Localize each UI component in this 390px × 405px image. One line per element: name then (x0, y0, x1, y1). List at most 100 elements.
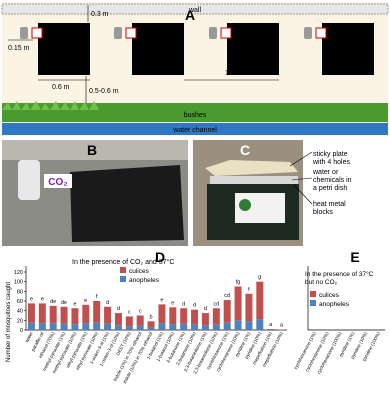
logo (239, 199, 251, 211)
bar-segment (39, 303, 46, 323)
metal-blocks (210, 176, 298, 184)
significance-letter: cd (224, 293, 230, 299)
significance-letter: cd (213, 301, 219, 307)
significance-letter: e (73, 301, 76, 307)
bar-segment (82, 323, 89, 330)
bar-segment (82, 305, 89, 323)
significance-letter: e (171, 300, 174, 306)
x-tick-label: mepefluthrin (10%) (261, 331, 284, 368)
bar-segment (28, 323, 35, 330)
bar-segment (148, 321, 155, 327)
y-tick-label: 100 (14, 280, 23, 286)
significance-letter: de (50, 299, 56, 305)
annotation: with 4 holes (312, 159, 350, 166)
y-axis-label: Number of mosquitoes caught (6, 282, 12, 362)
y-tick-label: 80 (17, 289, 23, 295)
bar-segment (158, 323, 165, 330)
bar-segment (202, 325, 209, 330)
bar-segment (104, 307, 111, 324)
significance-letter: d (117, 306, 120, 312)
significance-letter: d (204, 306, 207, 312)
square (227, 23, 279, 75)
legend-label: culices (319, 292, 340, 299)
annotation: heat metal (313, 201, 346, 208)
legend-label: culices (129, 268, 150, 275)
bar-segment (169, 307, 176, 324)
bar-segment (213, 308, 220, 324)
bushes-label: bushes (184, 112, 207, 119)
y-tick-label: 40 (17, 309, 23, 315)
cylinder (20, 27, 28, 39)
bar-segment (191, 324, 198, 330)
trap (32, 28, 42, 38)
bar-segment (213, 324, 220, 330)
bar-segment (28, 303, 35, 322)
significance-letter: a (269, 322, 273, 328)
significance-letter: c (139, 309, 142, 315)
trap (316, 28, 326, 38)
annotation: chemicals in (313, 177, 352, 184)
bar-segment (61, 307, 68, 324)
bar-segment (115, 313, 122, 325)
co2-label: CO₂ (48, 177, 67, 188)
significance-letter: e (84, 298, 87, 304)
significance-letter: b (150, 314, 153, 320)
significance-letter: c (128, 309, 131, 315)
bar-segment (104, 324, 111, 330)
bar-segment (137, 316, 144, 326)
annotation: sticky plate (313, 151, 348, 158)
bar-segment (39, 323, 46, 330)
legend-label: anopheles (129, 277, 160, 284)
legend-swatch (310, 300, 316, 306)
water-label: water channel (172, 127, 217, 134)
bar-segment (50, 306, 57, 323)
bar-segment (115, 325, 122, 330)
bar-segment (137, 326, 144, 330)
significance-letter: fg (236, 280, 241, 286)
panel-label: A (185, 7, 195, 23)
bar-segment (245, 321, 252, 330)
bar-segment (71, 308, 78, 324)
bar-segment (256, 319, 263, 330)
legend-swatch (120, 276, 126, 282)
dim-label: 0.15 m (8, 45, 30, 52)
square (132, 23, 184, 75)
bar-segment (169, 324, 176, 330)
bag (70, 165, 184, 242)
y-tick-label: 120 (14, 270, 23, 276)
bar-segment (245, 294, 252, 322)
panel-label: E (350, 249, 359, 265)
bar-segment (126, 326, 133, 330)
legend-label: anopheles (319, 301, 350, 308)
y-tick-label: 60 (17, 299, 23, 305)
bar-segment (61, 324, 68, 330)
bar-segment (71, 324, 78, 330)
bar-segment (224, 300, 231, 323)
cylinder (304, 27, 312, 39)
significance-letter: a (280, 323, 284, 329)
cylinder (209, 27, 217, 39)
bar-segment (224, 323, 231, 330)
bar-segment (180, 324, 187, 330)
annotation: water or (312, 169, 339, 176)
chart-title: In the presence of CO₂ and 37°C (72, 258, 174, 266)
bar-segment (202, 313, 209, 325)
significance-letter: e (30, 296, 33, 302)
y-tick-label: 0 (20, 328, 23, 334)
bar-segment (180, 308, 187, 323)
legend-swatch (310, 291, 316, 297)
square (38, 23, 90, 75)
bar-segment (126, 316, 133, 326)
x-tick-label: water (24, 331, 34, 344)
dim-label: 0.6 m (52, 84, 70, 91)
annotation: blocks (313, 209, 333, 216)
significance-letter: e (160, 297, 163, 303)
bottle (18, 160, 40, 200)
dim-label: 10 m (225, 70, 241, 77)
dim-label: 0.5-0.6 m (89, 88, 119, 95)
trap (126, 28, 136, 38)
bar-segment (93, 323, 100, 330)
panel-label: C (240, 142, 250, 158)
